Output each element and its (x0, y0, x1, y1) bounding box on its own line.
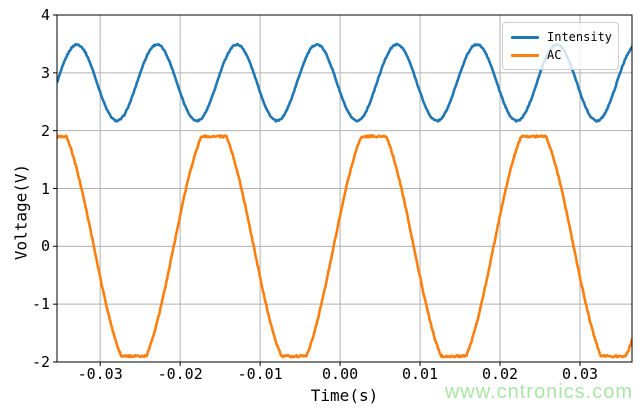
y-tick-label: -2 (31, 353, 50, 371)
y-tick-label: 1 (40, 179, 50, 198)
legend-entry-ac: AC (511, 47, 610, 63)
watermark: www.cntronics.com (444, 381, 633, 403)
intensity-line-swatch (511, 35, 539, 39)
x-tick-label: -0.01 (237, 365, 283, 383)
ac-line-swatch (511, 53, 539, 57)
x-tick-label: 0.03 (561, 365, 599, 383)
legend-label-intensity: Intensity (547, 30, 613, 44)
x-axis-label: Time(s) (310, 386, 379, 405)
legend-entry-intensity: Intensity (511, 29, 613, 45)
legend-label-ac: AC (547, 48, 562, 62)
x-tick-label: 0.02 (481, 365, 519, 383)
series-line-intensity (57, 42, 632, 123)
y-tick-label: 3 (40, 63, 50, 82)
x-tick-label: 0.00 (322, 365, 359, 383)
x-tick-label: -0.03 (77, 365, 123, 383)
y-tick-label: 4 (40, 6, 50, 24)
y-tick-label: 2 (40, 121, 50, 140)
x-tick-label: -0.02 (157, 365, 203, 383)
x-tick-label: 0.01 (402, 365, 439, 383)
series-line-ac (57, 134, 632, 359)
y-tick-label: 0 (40, 237, 50, 256)
legend: Intensity AC (502, 22, 619, 70)
y-tick-label: -1 (31, 295, 50, 314)
